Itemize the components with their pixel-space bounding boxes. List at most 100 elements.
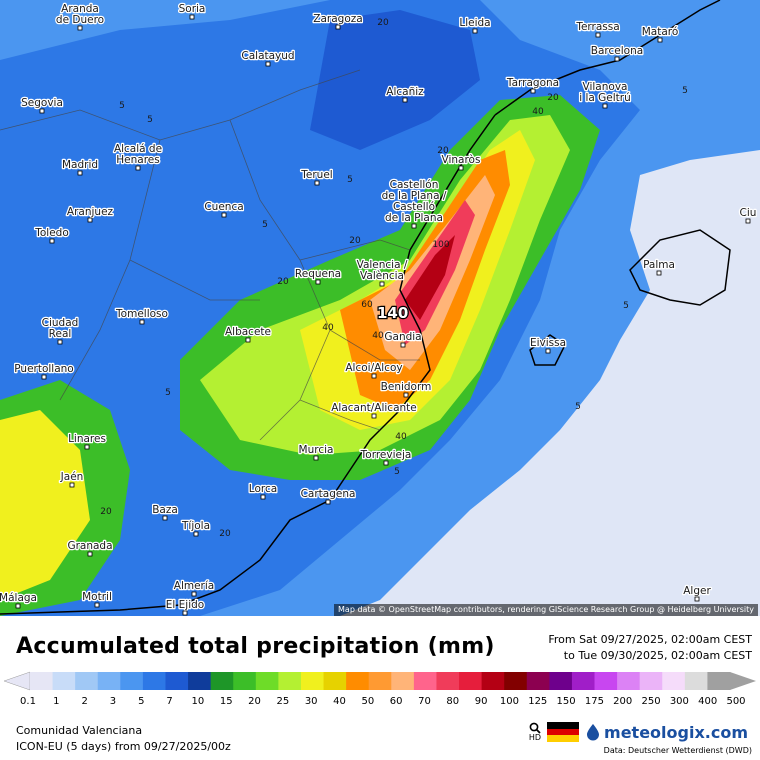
brand-text: meteologix.com: [604, 722, 748, 742]
city-alacant-alicante[interactable]: Alacant/Alicante: [330, 401, 418, 419]
city-barcelona[interactable]: Barcelona: [590, 44, 644, 62]
city-calatayud[interactable]: Calatayud: [240, 49, 296, 67]
city-benidorm[interactable]: Benidorm: [379, 380, 433, 398]
city-label-text: Alacant/Alicante: [331, 402, 417, 414]
city-marker: [193, 531, 199, 537]
city-label-text: Granada: [67, 540, 112, 552]
city-motril[interactable]: Motril: [81, 590, 113, 608]
city-requena[interactable]: Requena: [294, 267, 342, 285]
scale-swatch: [120, 672, 144, 690]
scale-tick-label: 30: [304, 696, 318, 707]
city-almer-a[interactable]: Almería: [172, 579, 216, 597]
city-alcoi-alcoy[interactable]: Alcoi/Alcoy: [344, 361, 404, 379]
city-marker: [411, 223, 417, 229]
city-aranjuez[interactable]: Aranjuez: [66, 205, 115, 223]
city-terrassa[interactable]: Terrassa: [574, 20, 621, 38]
city-tomelloso[interactable]: Tomelloso: [114, 307, 169, 325]
city-matar-[interactable]: Mataró: [640, 25, 680, 43]
city-marker: [400, 342, 406, 348]
city-ciu[interactable]: Ciu: [738, 206, 758, 224]
scale-tick-label: 20: [248, 696, 261, 707]
city-teruel[interactable]: Teruel: [299, 168, 334, 186]
region-name: Comunidad Valenciana: [16, 724, 143, 737]
scale-swatch: [97, 672, 121, 690]
city-marker: [335, 24, 341, 30]
city-label-text: Aranda: [61, 3, 99, 15]
scale-tick-label: 150: [556, 696, 576, 707]
city-el-ejido[interactable]: El Ejido: [164, 598, 206, 616]
city-eivissa[interactable]: Eivissa: [529, 336, 567, 354]
city-zaragoza[interactable]: Zaragoza: [312, 12, 364, 30]
city-alger[interactable]: Alger: [682, 584, 713, 602]
contour-label: 40: [372, 331, 384, 341]
contour-label: 5: [682, 86, 688, 96]
contour-label: 5: [623, 301, 629, 311]
max-value-label: 140: [377, 304, 408, 322]
city-toledo[interactable]: Toledo: [33, 226, 70, 244]
contour-label: 20: [277, 277, 289, 287]
city-lleida[interactable]: Lleida: [458, 16, 492, 34]
scale-swatch: [413, 672, 437, 690]
city-label-text: Cartagena: [301, 488, 356, 500]
city-ja-n[interactable]: Jaén: [58, 470, 85, 488]
city-label-text: Calatayud: [241, 50, 294, 62]
city-label-text: Torrevieja: [360, 449, 412, 461]
city-label-text: Mataró: [642, 26, 679, 38]
city-tarragona[interactable]: Tarragona: [505, 76, 560, 94]
city-marker: [57, 339, 63, 345]
city-cuenca[interactable]: Cuenca: [203, 200, 245, 218]
city-m-laga[interactable]: Málaga: [0, 591, 38, 609]
mallorca-island: [629, 229, 731, 306]
city-marker: [15, 603, 21, 609]
city-marker: [77, 170, 83, 176]
city-baza[interactable]: Baza: [151, 503, 179, 521]
city-gandia[interactable]: Gandia: [383, 330, 423, 348]
city-cartagena[interactable]: Cartagena: [299, 487, 357, 505]
city-label-text: Cuenca: [204, 201, 243, 213]
city-marker: [403, 392, 409, 398]
scale-tick-label: 60: [389, 696, 403, 707]
city-marker: [182, 610, 188, 616]
scale-swatch: [436, 672, 460, 690]
city-valencia-val-ncia[interactable]: Valencia /València: [355, 258, 409, 287]
city-label-text: Castelló: [393, 201, 435, 213]
city-label-text: Málaga: [0, 592, 37, 604]
city-linares[interactable]: Linares: [67, 432, 107, 450]
city-alca-iz[interactable]: Alcañiz: [385, 85, 425, 103]
city-palma[interactable]: Palma: [642, 258, 676, 276]
brand-logo[interactable]: HD meteologix.com: [529, 722, 748, 743]
city-lorca[interactable]: Lorca: [248, 482, 278, 500]
city-murcia[interactable]: Murcia: [297, 443, 335, 461]
city-segovia[interactable]: Segovia: [20, 96, 64, 114]
brand-name[interactable]: meteologix.com: [585, 723, 748, 742]
scale-tick-label: 300: [669, 696, 689, 707]
city-soria[interactable]: Soria: [177, 2, 207, 20]
scale-swatch: [75, 672, 99, 690]
city-label-text: Henares: [116, 154, 159, 166]
city-marker: [139, 319, 145, 325]
scale-tick-label: 1: [53, 696, 60, 707]
scale-swatch: [617, 672, 641, 690]
city-madrid[interactable]: Madrid: [61, 158, 99, 176]
city-puertollano[interactable]: Puertollano: [13, 362, 75, 380]
precipitation-map[interactable]: 20 5 5 40 20 5 20 5 5 20 100 20 60 40 40 5 5 5 40 5 20 20 Ara…: [0, 0, 760, 616]
contour-label: 5: [119, 101, 125, 111]
city-albacete[interactable]: Albacete: [224, 325, 272, 343]
city-label-text: Segovia: [21, 97, 63, 109]
city-t-jola[interactable]: Tíjola: [180, 519, 211, 537]
city-label-text: Almería: [174, 580, 214, 592]
hd-toggle[interactable]: HD: [529, 722, 541, 742]
city-label-text: Alger: [683, 585, 711, 597]
city-label-text: Puertollano: [14, 363, 73, 375]
scale-tick-label: 70: [418, 696, 431, 707]
city-vinar-s[interactable]: Vinaròs: [440, 153, 482, 171]
city-granada[interactable]: Granada: [66, 539, 114, 557]
scale-swatch: [52, 672, 76, 690]
city-torrevieja[interactable]: Torrevieja: [358, 448, 413, 466]
